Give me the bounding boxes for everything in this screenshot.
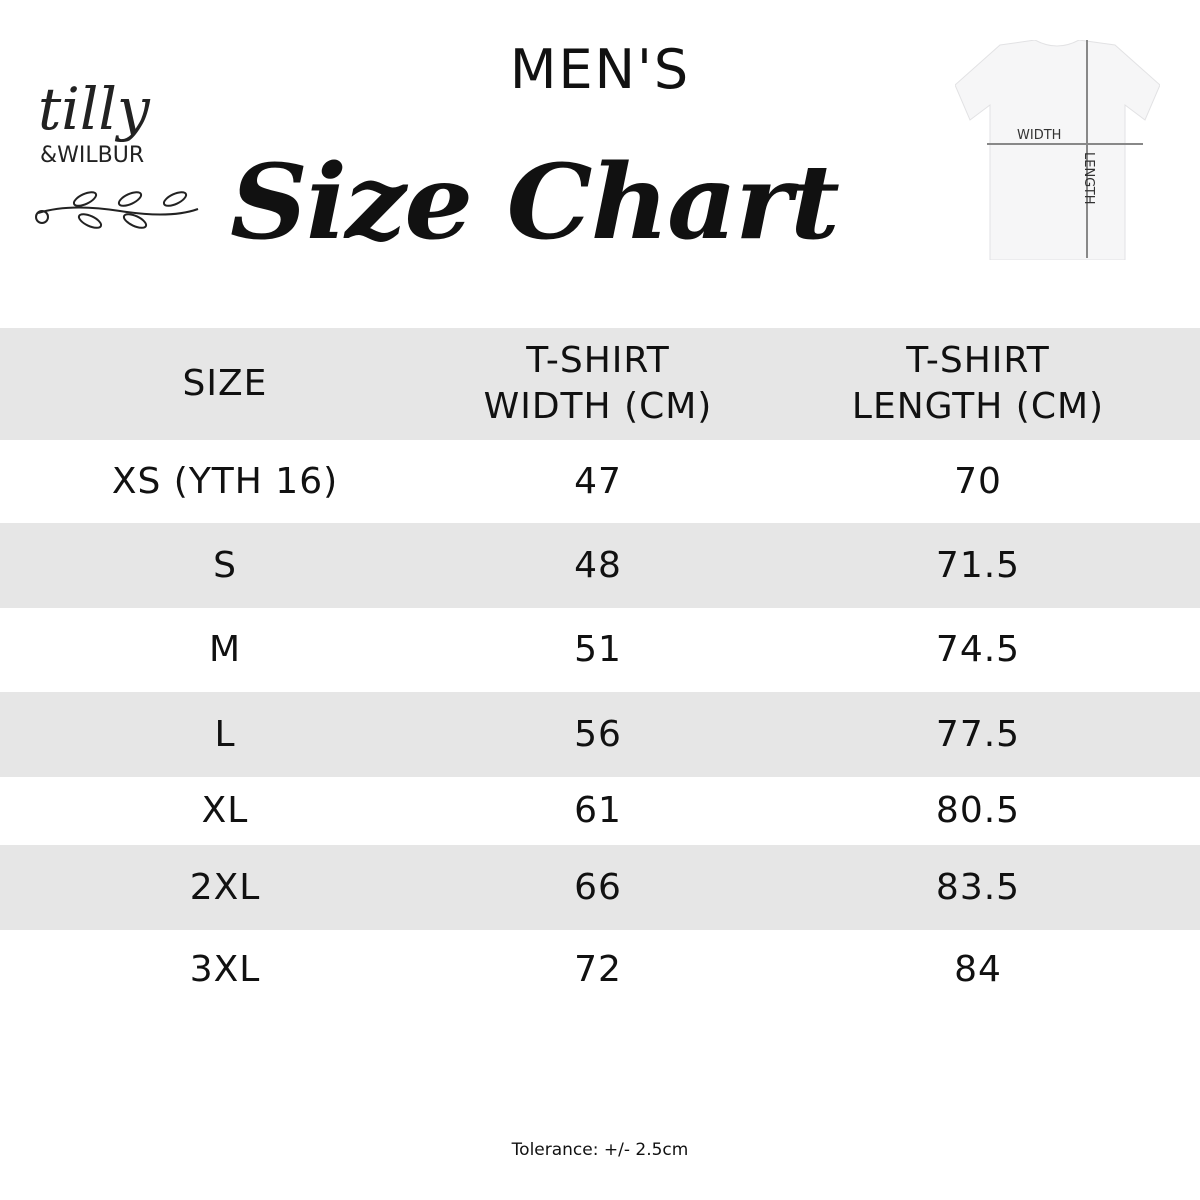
cell-size: M [208,629,242,670]
leaf-branch-icon [35,191,199,229]
cell-length: 83.5 [935,866,1021,908]
tolerance-note: Tolerance: +/- 2.5cm [511,1140,689,1160]
table-row: S 48 71.5 [0,523,1200,608]
cell-width: 48 [574,544,622,586]
cell-length: 80.5 [935,790,1021,831]
table-row: M 51 74.5 [0,608,1200,692]
page-title: Size Chart [230,143,840,263]
cell-width: 66 [574,866,622,908]
cell-length: 71.5 [935,544,1021,586]
header-size: SIZE [182,363,268,404]
cell-size: S [213,544,237,586]
table-row: XL 61 80.5 [0,777,1200,845]
brand-logo: tilly &WILBUR [30,75,205,235]
cell-length: 74.5 [935,629,1021,670]
cell-size: 3XL [189,949,261,990]
cell-size: XL [201,790,249,831]
page-subtitle: MEN'S [509,38,691,101]
table-row: 3XL 72 84 [0,930,1200,1010]
table-row: L 56 77.5 [0,692,1200,777]
header-length: T-SHIRT LENGTH (CM) [851,340,1105,427]
length-label: LENGTH [1081,152,1096,205]
cell-width: 56 [574,713,622,755]
table-row: XS (YTH 16) 47 70 [0,440,1200,523]
table-header-row: SIZE T-SHIRT WIDTH (CM) T-SHIRT LENGTH (CM… [0,328,1200,440]
cell-length: 77.5 [935,713,1021,755]
cell-length: 84 [954,949,1002,990]
cell-width: 47 [574,460,622,502]
cell-size: XS (YTH 16) [111,460,339,502]
cell-size: L [214,713,236,755]
cell-width: 51 [574,629,622,670]
table-row: 2XL 66 83.5 [0,845,1200,930]
cell-width: 61 [574,790,622,831]
cell-width: 72 [574,949,622,990]
cell-size: 2XL [189,866,261,908]
header-width: T-SHIRT WIDTH (CM) [483,340,713,427]
cell-length: 70 [954,460,1002,502]
tshirt-diagram-icon: WIDTH LENGTH [955,40,1160,260]
width-label: WIDTH [1017,128,1061,143]
